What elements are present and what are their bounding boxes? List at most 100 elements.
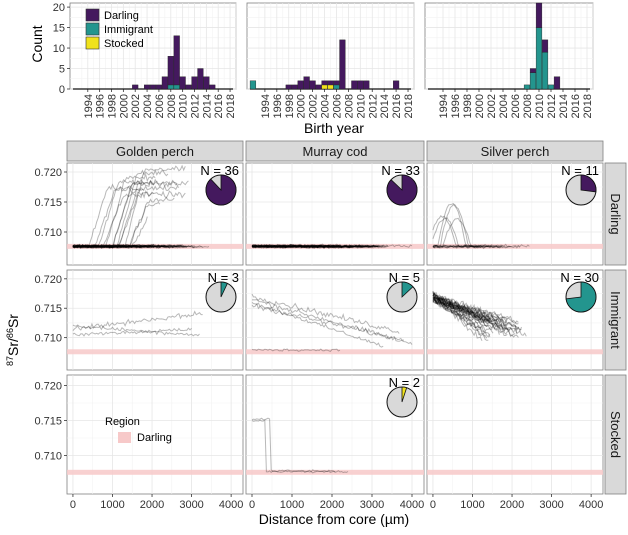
profile-y-tick-label: 0.710 <box>34 451 62 463</box>
isotope-trace <box>72 244 210 249</box>
isotope-trace <box>251 244 389 249</box>
histogram-x-tick-label: 2016 <box>391 94 403 118</box>
profile-x-tick-label: 1000 <box>460 499 484 511</box>
isotope-trace <box>432 291 491 320</box>
profile-y-tick-label: 0.710 <box>34 227 62 239</box>
isotope-trace <box>251 244 342 249</box>
profile-panel-murray-cod-stocked: 0 1000 2000 3000 4000 N = 2 <box>245 374 425 511</box>
isotope-trace <box>432 296 513 332</box>
bar-golden-perch-2008-darling <box>167 56 174 86</box>
isotope-trace <box>432 202 480 249</box>
profile-panel-silver-perch-stocked: 0 1000 2000 3000 4000 <box>426 374 604 511</box>
pie-share-slice <box>386 174 418 206</box>
isotope-trace <box>72 245 153 249</box>
isotope-trace <box>251 243 363 248</box>
reference-band-darling <box>427 349 603 355</box>
isotope-trace <box>432 292 489 321</box>
histogram-x-tick-label: 2002 <box>308 94 320 118</box>
isotope-trace <box>432 294 483 342</box>
isotope-trace <box>251 244 379 249</box>
profile-x-tick-label: 3000 <box>360 499 384 511</box>
profile-x-tick-label: 0 <box>70 499 76 511</box>
histogram-x-tick-label: 1994 <box>83 94 95 118</box>
profile-x-tick-label: 3000 <box>539 499 563 511</box>
bar-golden-perch-2008-immigrant <box>167 84 174 90</box>
profile-panel-silver-perch-immigrant: N = 30 <box>426 269 604 371</box>
bar-golden-perch-2004-darling <box>144 84 151 90</box>
isotope-trace <box>72 244 195 249</box>
bar-murray-cod-2006-darling <box>333 80 340 86</box>
isotope-trace <box>251 348 341 352</box>
isotope-trace <box>72 243 167 249</box>
reference-band-darling <box>246 469 424 475</box>
histogram-x-tick-label: 2012 <box>546 94 558 118</box>
distance-axis-title: Distance from core (µm) <box>259 511 409 527</box>
isotope-trace <box>251 244 368 249</box>
isotope-trace <box>432 245 489 249</box>
isotope-trace <box>72 180 178 249</box>
profile-panel-golden-perch-immigrant: 0.710 0.715 0.720 N = 3 <box>34 269 244 371</box>
isotope-trace <box>432 297 494 324</box>
isotope-trace <box>72 244 165 249</box>
isotope-trace <box>432 298 500 335</box>
strip-darling <box>604 162 627 266</box>
profile-panel-golden-perch-darling: 0.710 0.715 0.720 N = 36 <box>34 162 244 266</box>
isotope-trace <box>251 244 352 248</box>
isotope-trace <box>72 185 145 249</box>
isotope-trace <box>432 299 494 334</box>
isotope-trace <box>251 244 379 249</box>
profile-panel-golden-perch-stocked: 0.710 0.715 0.720 0 1000 2000 3000 4000 <box>34 374 244 511</box>
isotope-trace <box>251 244 352 249</box>
bar-murray-cod-1998-darling <box>285 84 292 90</box>
legend-key-stocked <box>85 36 100 50</box>
bar-murray-cod-2016-darling <box>393 80 400 90</box>
isotope-trace <box>72 183 180 249</box>
profile-x-tick-label: 4000 <box>219 499 243 511</box>
n-label: N = 2 <box>389 375 420 390</box>
bar-murray-cod-2005-stocked <box>327 84 334 90</box>
isotope-trace <box>72 244 165 249</box>
legend-key-darling <box>85 8 100 22</box>
n-label: N = 11 <box>561 163 599 178</box>
strip-label-stocked: Stocked <box>608 411 623 458</box>
profile-x-tick-label: 3000 <box>179 499 203 511</box>
isotope-trace <box>72 244 183 249</box>
pie-share-slice <box>565 281 597 313</box>
strip-silver-perch <box>426 140 604 162</box>
isotope-trace <box>72 191 154 249</box>
histogram-x-tick-label: 2018 <box>403 94 415 118</box>
profile-y-tick-label: 0.715 <box>34 303 62 315</box>
birth-year-histograms: 1994 1996 1998 2000 2002 2004 2006 2008 2010 2012… <box>53 2 594 118</box>
bar-golden-perch-2007-darling <box>161 76 168 90</box>
n-label: N = 5 <box>389 270 420 285</box>
isotope-trace <box>72 243 185 248</box>
profile-x-tick-label: 4000 <box>579 499 603 511</box>
isotope-trace <box>432 297 488 339</box>
isotope-trace <box>72 243 154 248</box>
strip-label-darling: Darling <box>608 193 623 234</box>
bar-murray-cod-2006-immigrant <box>333 84 340 90</box>
bar-golden-perch-2012-darling <box>191 76 198 90</box>
pie-share-slice <box>401 386 408 403</box>
reference-band-darling <box>427 243 603 249</box>
isotope-trace <box>72 244 142 249</box>
isotope-trace <box>432 296 508 319</box>
reference-band-darling <box>67 243 243 249</box>
histogram-x-tick-label: 2006 <box>510 94 522 118</box>
isotope-trace <box>72 244 170 249</box>
histogram-x-tick-label: 2014 <box>558 94 570 118</box>
isotope-trace <box>432 296 499 327</box>
isotope-trace <box>72 243 154 248</box>
region-legend-title: Region <box>105 416 140 428</box>
profile-x-tick-label: 4000 <box>400 499 424 511</box>
isotope-trace <box>251 243 365 248</box>
bar-silver-perch-2012-immigrant <box>547 84 555 90</box>
bar-golden-perch-2002-darling <box>132 84 139 90</box>
isotope-trace <box>432 293 516 336</box>
isotope-trace <box>432 292 508 324</box>
histogram-y-tick-label: 10 <box>53 43 65 55</box>
profile-y-tick-label: 0.720 <box>34 274 62 286</box>
isotope-trace <box>251 299 413 345</box>
isotope-trace <box>251 244 371 249</box>
isotope-trace <box>251 243 413 248</box>
